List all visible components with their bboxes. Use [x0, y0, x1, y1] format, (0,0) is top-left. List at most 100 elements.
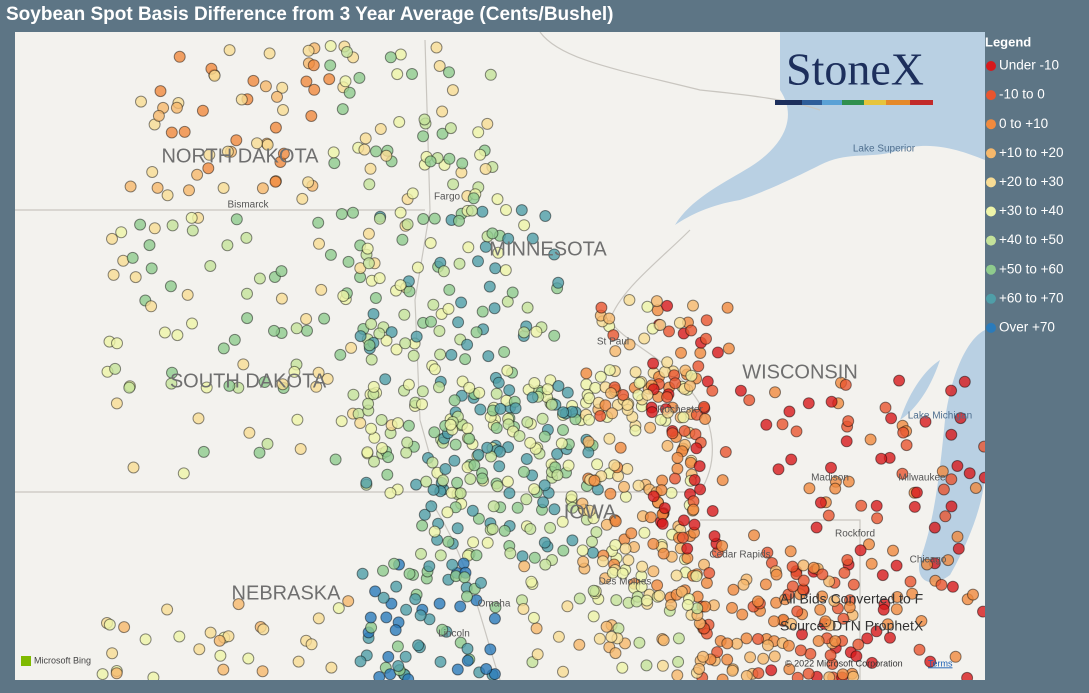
marker	[437, 474, 449, 487]
marker	[164, 280, 177, 293]
green-bay	[900, 360, 940, 420]
marker	[675, 585, 688, 598]
marker	[610, 594, 623, 607]
marker	[687, 503, 700, 516]
marker	[134, 218, 147, 231]
marker	[472, 255, 484, 268]
marker	[636, 560, 649, 573]
marker	[640, 594, 653, 607]
legend-label: +50 to +60	[999, 261, 1064, 276]
marker	[698, 558, 710, 571]
marker	[424, 237, 437, 249]
marker	[518, 326, 530, 339]
marker	[605, 387, 617, 400]
place-label: Fargo	[434, 192, 461, 203]
marker	[228, 333, 241, 346]
marker	[829, 635, 842, 648]
marker	[641, 300, 654, 313]
marker	[379, 373, 392, 386]
marker	[842, 475, 855, 488]
marker	[967, 588, 979, 601]
marker	[653, 589, 666, 602]
marker	[390, 343, 403, 356]
marker	[841, 554, 854, 566]
marker	[318, 312, 331, 325]
marker	[364, 162, 377, 175]
legend-label: +40 to +50	[999, 232, 1064, 247]
marker	[217, 182, 230, 194]
marker	[593, 632, 606, 645]
marker	[603, 312, 616, 325]
marker	[342, 255, 355, 268]
marker	[382, 650, 395, 663]
logo-stripe	[842, 100, 864, 105]
terms-link[interactable]: Terms	[928, 658, 953, 668]
marker	[170, 101, 183, 114]
marker	[446, 84, 459, 97]
marker	[528, 551, 541, 564]
marker	[797, 574, 810, 587]
marker	[430, 41, 443, 54]
marker	[402, 673, 415, 680]
marker	[896, 467, 909, 480]
marker	[852, 638, 865, 651]
marker	[241, 312, 254, 325]
marker	[875, 452, 888, 465]
marker	[424, 155, 437, 168]
marker	[935, 578, 948, 591]
marker	[557, 424, 569, 436]
marker	[526, 391, 539, 404]
marker	[661, 356, 674, 369]
marker	[671, 462, 684, 475]
marker	[436, 623, 449, 636]
marker	[394, 279, 407, 292]
place-label: St Paul	[597, 337, 629, 348]
marker	[748, 529, 760, 542]
marker	[688, 474, 701, 486]
marker	[479, 163, 492, 175]
marker	[769, 386, 781, 399]
marker	[694, 347, 707, 359]
marker	[427, 298, 440, 311]
marker	[411, 261, 424, 274]
marker	[339, 75, 352, 88]
marker	[700, 577, 713, 589]
marker	[736, 608, 749, 621]
marker	[161, 189, 174, 202]
place-label: Milwaukee	[898, 473, 946, 484]
marker	[305, 638, 318, 651]
marker	[312, 216, 325, 229]
marker	[341, 46, 353, 58]
map: NORTH DAKOTA MINNESOTA SOUTH DAKOTA WISCONS…	[15, 32, 985, 680]
marker	[576, 497, 589, 510]
marker	[740, 632, 753, 645]
marker	[310, 380, 323, 393]
marker	[377, 591, 390, 604]
marker	[727, 583, 740, 596]
marker	[644, 511, 657, 524]
marker	[451, 522, 464, 535]
marker	[721, 637, 734, 650]
marker	[939, 510, 952, 523]
marker	[221, 145, 234, 158]
marker	[633, 636, 646, 649]
marker	[448, 394, 461, 407]
marker	[551, 469, 564, 482]
marker	[482, 350, 495, 363]
marker	[890, 603, 903, 616]
marker	[814, 603, 827, 616]
marker	[690, 570, 703, 583]
marker	[204, 626, 217, 639]
marker	[370, 145, 382, 158]
marker	[757, 652, 770, 665]
marker	[369, 585, 382, 598]
marker	[373, 671, 386, 680]
marker	[526, 232, 539, 245]
marker	[657, 547, 670, 560]
marker	[706, 384, 719, 397]
marker	[541, 383, 554, 396]
marker	[466, 504, 479, 517]
place-label: Lake Michigan	[908, 411, 972, 422]
marker	[148, 222, 161, 235]
